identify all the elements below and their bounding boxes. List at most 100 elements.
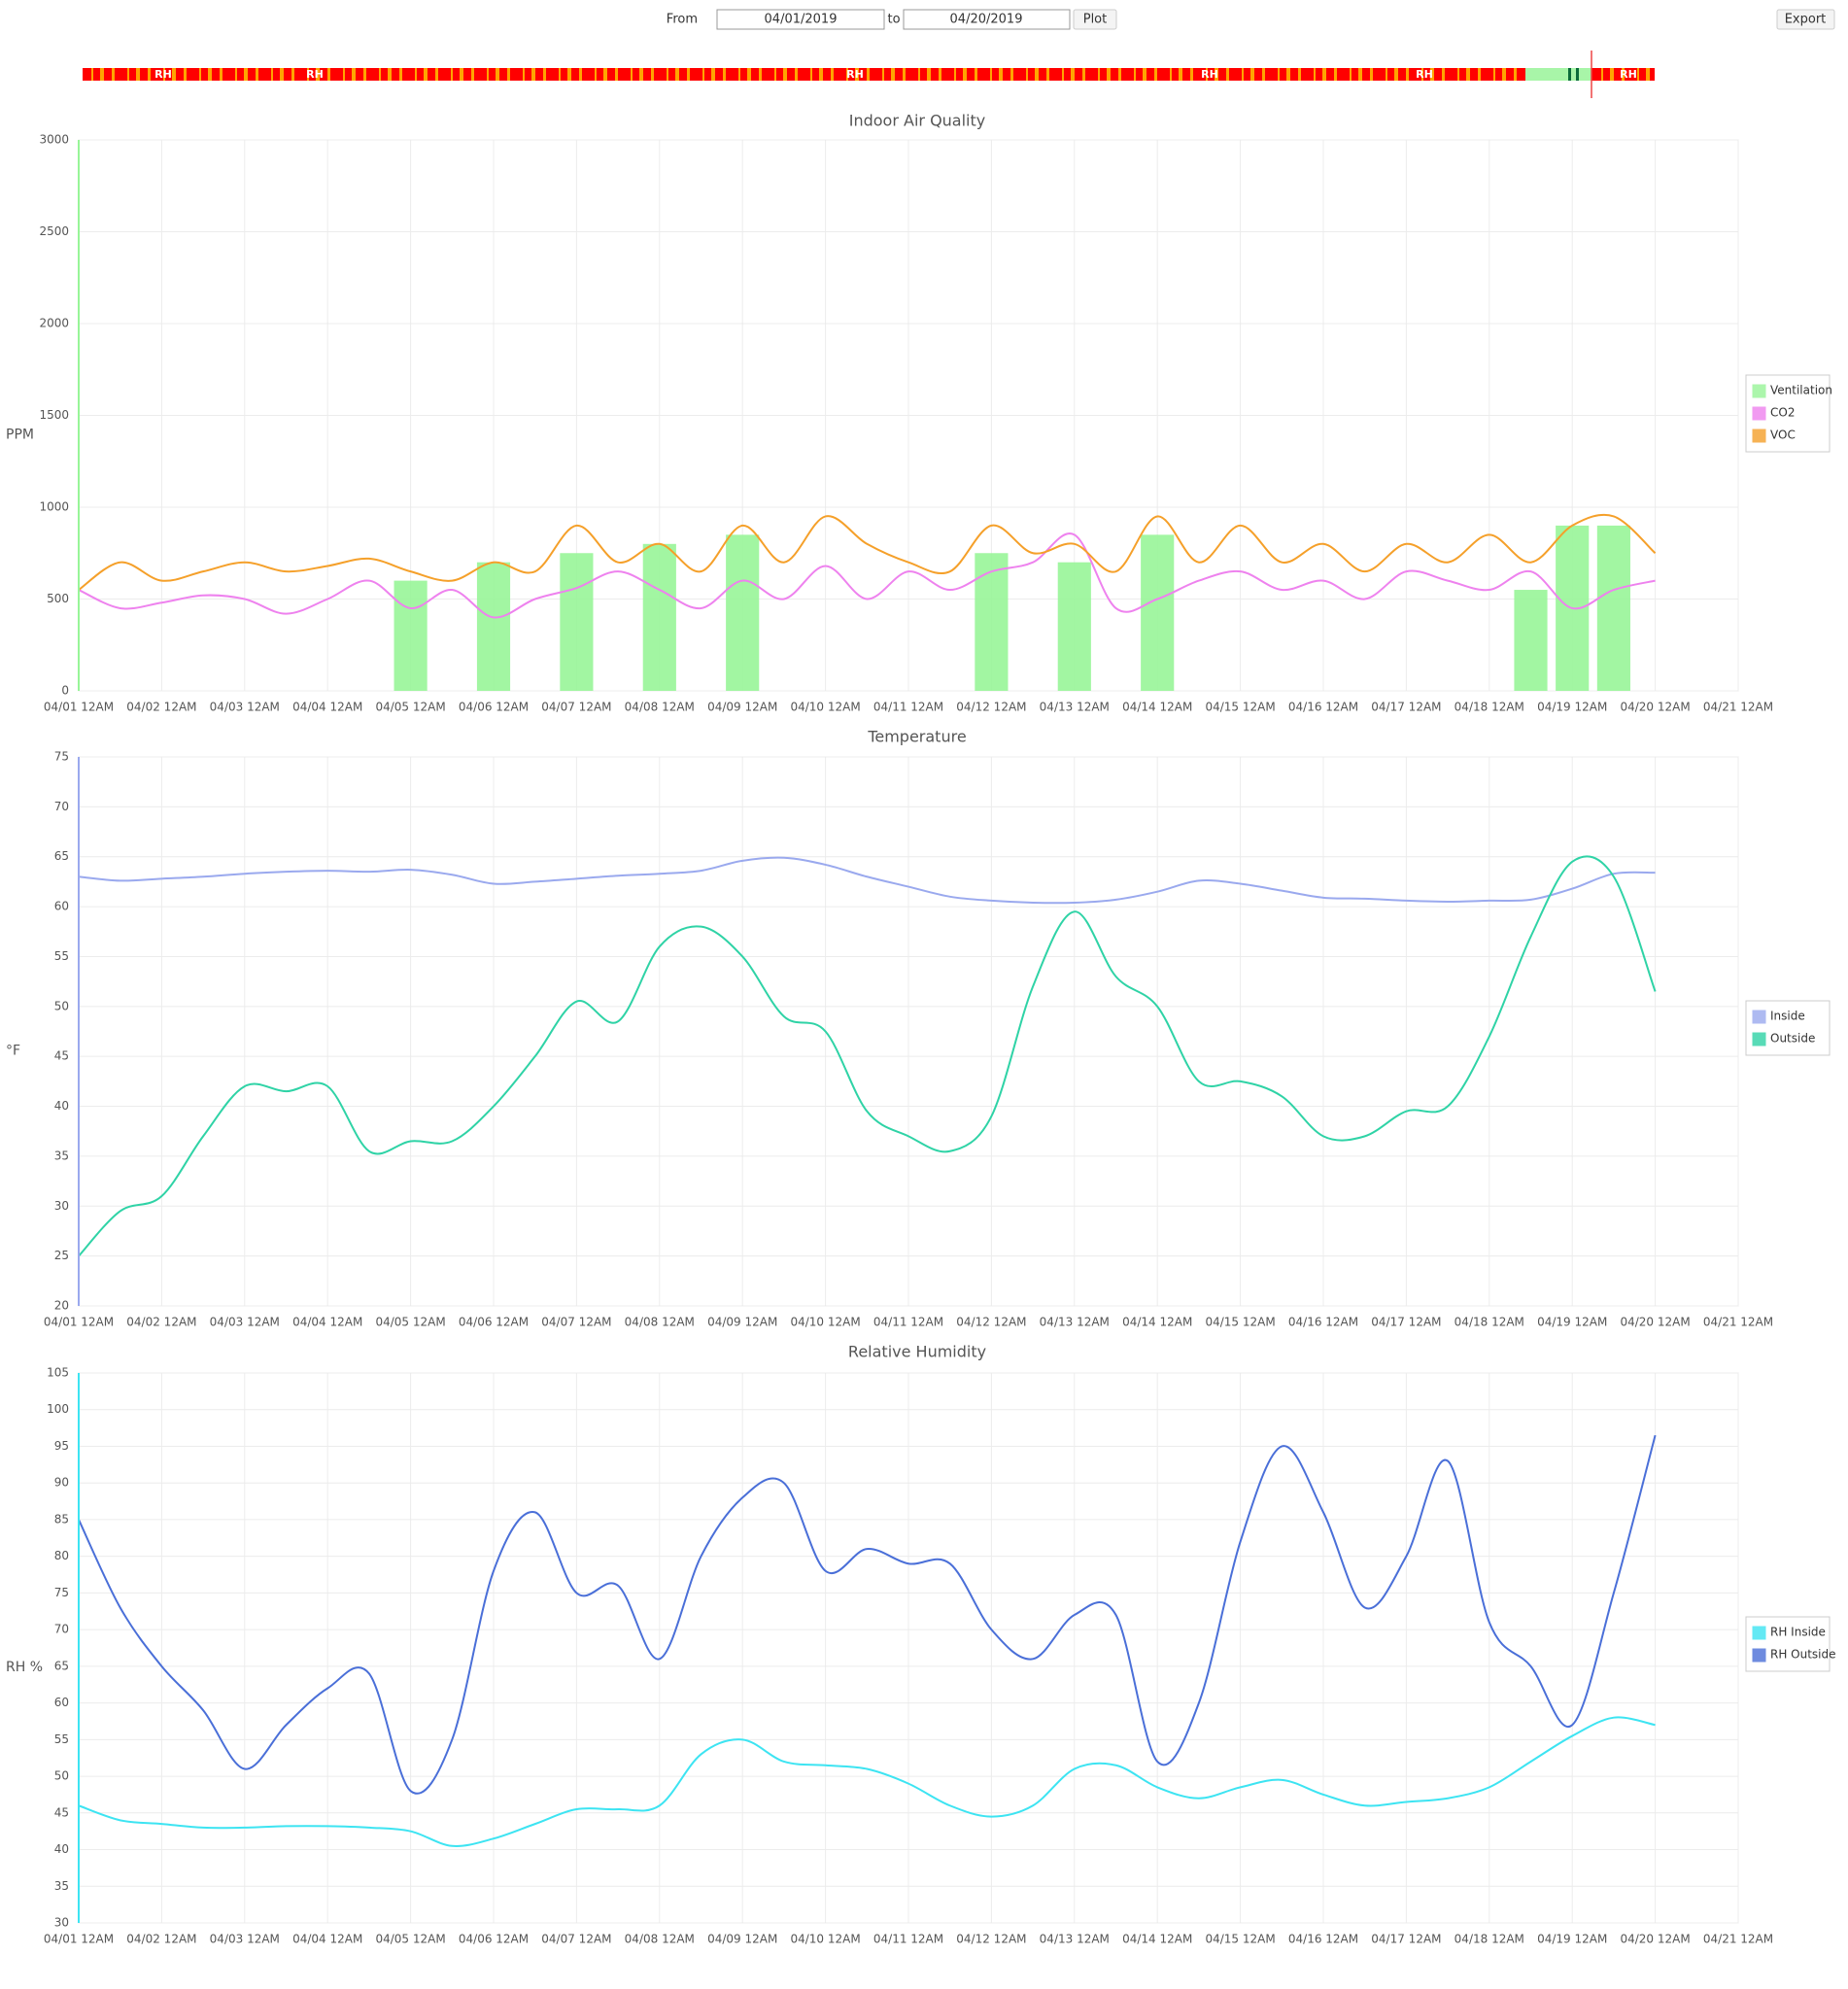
export-button[interactable] xyxy=(1776,9,1835,30)
y-axis-label: RH % xyxy=(6,1660,43,1675)
x-tick-label: 04/16 12AM xyxy=(1288,1316,1358,1329)
y-tick-label: 105 xyxy=(47,1366,69,1380)
x-tick-label: 04/17 12AM xyxy=(1371,701,1441,714)
x-tick-label: 04/21 12AM xyxy=(1703,701,1773,714)
x-tick-label: 04/21 12AM xyxy=(1703,1933,1773,1946)
x-tick-label: 04/07 12AM xyxy=(541,1933,611,1946)
x-tick-label: 04/18 12AM xyxy=(1454,1933,1524,1946)
y-tick-label: 1500 xyxy=(39,408,69,422)
x-tick-label: 04/15 12AM xyxy=(1205,701,1275,714)
x-tick-label: 04/10 12AM xyxy=(790,701,860,714)
ventilation-bar xyxy=(642,543,676,691)
x-tick-label: 04/14 12AM xyxy=(1122,1933,1192,1946)
x-tick-label: 04/01 12AM xyxy=(44,1316,114,1329)
x-tick-label: 04/21 12AM xyxy=(1703,1316,1773,1329)
y-tick-label: 70 xyxy=(54,800,69,813)
series-line xyxy=(78,513,1657,591)
y-tick-label: 60 xyxy=(54,900,69,913)
ventilation-bar xyxy=(394,580,428,691)
y-tick-label: 75 xyxy=(54,750,69,764)
x-tick-label: 04/06 12AM xyxy=(459,1933,529,1946)
y-tick-label: 60 xyxy=(54,1696,69,1709)
ventilation-bar xyxy=(560,553,594,691)
legend-swatch xyxy=(1752,1032,1766,1046)
x-tick-label: 04/10 12AM xyxy=(790,1316,860,1329)
legend-label: Outside xyxy=(1770,1032,1815,1046)
plot-button-label[interactable]: Plot xyxy=(1083,13,1108,27)
x-tick-label: 04/10 12AM xyxy=(790,1933,860,1946)
x-tick-label: 04/12 12AM xyxy=(956,701,1026,714)
legend-swatch xyxy=(1752,1648,1766,1663)
x-tick-label: 04/13 12AM xyxy=(1040,701,1110,714)
x-tick-label: 04/09 12AM xyxy=(707,1316,777,1329)
y-tick-label: 45 xyxy=(54,1805,69,1819)
y-tick-label: 50 xyxy=(54,1769,69,1783)
legend xyxy=(1745,1000,1831,1056)
y-tick-label: 40 xyxy=(54,1842,69,1856)
x-tick-label: 04/05 12AM xyxy=(375,1316,445,1329)
x-tick-label: 04/02 12AM xyxy=(126,1316,196,1329)
legend-swatch xyxy=(1752,406,1766,421)
from-date[interactable]: 04/01/2019 xyxy=(765,13,838,27)
status-label: RH xyxy=(154,68,172,81)
x-tick-label: 04/06 12AM xyxy=(459,701,529,714)
ventilation-bar xyxy=(476,562,511,691)
y-tick-label: 50 xyxy=(54,999,69,1012)
legend-label: RH Outside xyxy=(1770,1648,1836,1662)
y-tick-label: 55 xyxy=(54,949,69,963)
legend-swatch xyxy=(1752,429,1766,443)
status-segment xyxy=(1525,68,1591,81)
y-tick-label: 65 xyxy=(54,849,69,863)
y-tick-label: 100 xyxy=(47,1402,69,1416)
y-tick-label: 95 xyxy=(54,1439,69,1453)
y-tick-label: 90 xyxy=(54,1476,69,1490)
plot-button[interactable] xyxy=(1073,9,1117,30)
y-tick-label: 30 xyxy=(54,1916,69,1930)
to-date[interactable]: 04/20/2019 xyxy=(950,13,1023,27)
status-bar xyxy=(83,68,1655,81)
x-tick-label: 04/08 12AM xyxy=(625,701,695,714)
status-label: RH xyxy=(1201,68,1218,81)
series-line xyxy=(78,532,1656,619)
export-button-label[interactable]: Export xyxy=(1785,13,1827,27)
ventilation-bar xyxy=(975,553,1009,691)
y-tick-label: 75 xyxy=(54,1586,69,1599)
x-tick-label: 04/20 12AM xyxy=(1620,1316,1690,1329)
x-tick-label: 04/07 12AM xyxy=(541,1316,611,1329)
y-tick-label: 55 xyxy=(54,1732,69,1746)
chart-title: Indoor Air Quality xyxy=(849,112,985,130)
x-tick-label: 04/07 12AM xyxy=(541,701,611,714)
legend-label: RH Inside xyxy=(1770,1626,1826,1639)
y-tick-label: 20 xyxy=(54,1299,69,1313)
y-tick-label: 80 xyxy=(54,1549,69,1562)
from-input[interactable] xyxy=(716,9,885,30)
y-tick-label: 85 xyxy=(54,1512,69,1526)
x-tick-label: 04/13 12AM xyxy=(1040,1316,1110,1329)
x-tick-label: 04/20 12AM xyxy=(1620,701,1690,714)
x-tick-label: 04/01 12AM xyxy=(44,1933,114,1946)
y-tick-label: 2000 xyxy=(39,317,69,330)
ventilation-bar xyxy=(726,534,760,691)
x-tick-label: 04/09 12AM xyxy=(707,1933,777,1946)
x-tick-label: 04/05 12AM xyxy=(375,1933,445,1946)
status-label: RH xyxy=(846,68,864,81)
series-line xyxy=(78,1434,1657,1795)
y-tick-label: 500 xyxy=(47,592,69,605)
x-tick-label: 04/17 12AM xyxy=(1371,1933,1441,1946)
x-tick-label: 04/04 12AM xyxy=(292,701,362,714)
to-input[interactable] xyxy=(903,9,1071,30)
series-line xyxy=(78,1716,1656,1847)
x-tick-label: 04/08 12AM xyxy=(625,1316,695,1329)
status-label: RH xyxy=(306,68,324,81)
series-line xyxy=(78,855,1657,1257)
x-tick-label: 04/18 12AM xyxy=(1454,701,1524,714)
y-tick-label: 65 xyxy=(54,1659,69,1672)
y-axis-label: °F xyxy=(6,1044,20,1059)
x-tick-label: 04/15 12AM xyxy=(1205,1316,1275,1329)
x-tick-label: 04/11 12AM xyxy=(873,1933,943,1946)
chart-title: Relative Humidity xyxy=(848,1343,986,1361)
from-label: From xyxy=(667,13,698,27)
y-tick-label: 1000 xyxy=(39,500,69,514)
x-tick-label: 04/19 12AM xyxy=(1537,1316,1607,1329)
